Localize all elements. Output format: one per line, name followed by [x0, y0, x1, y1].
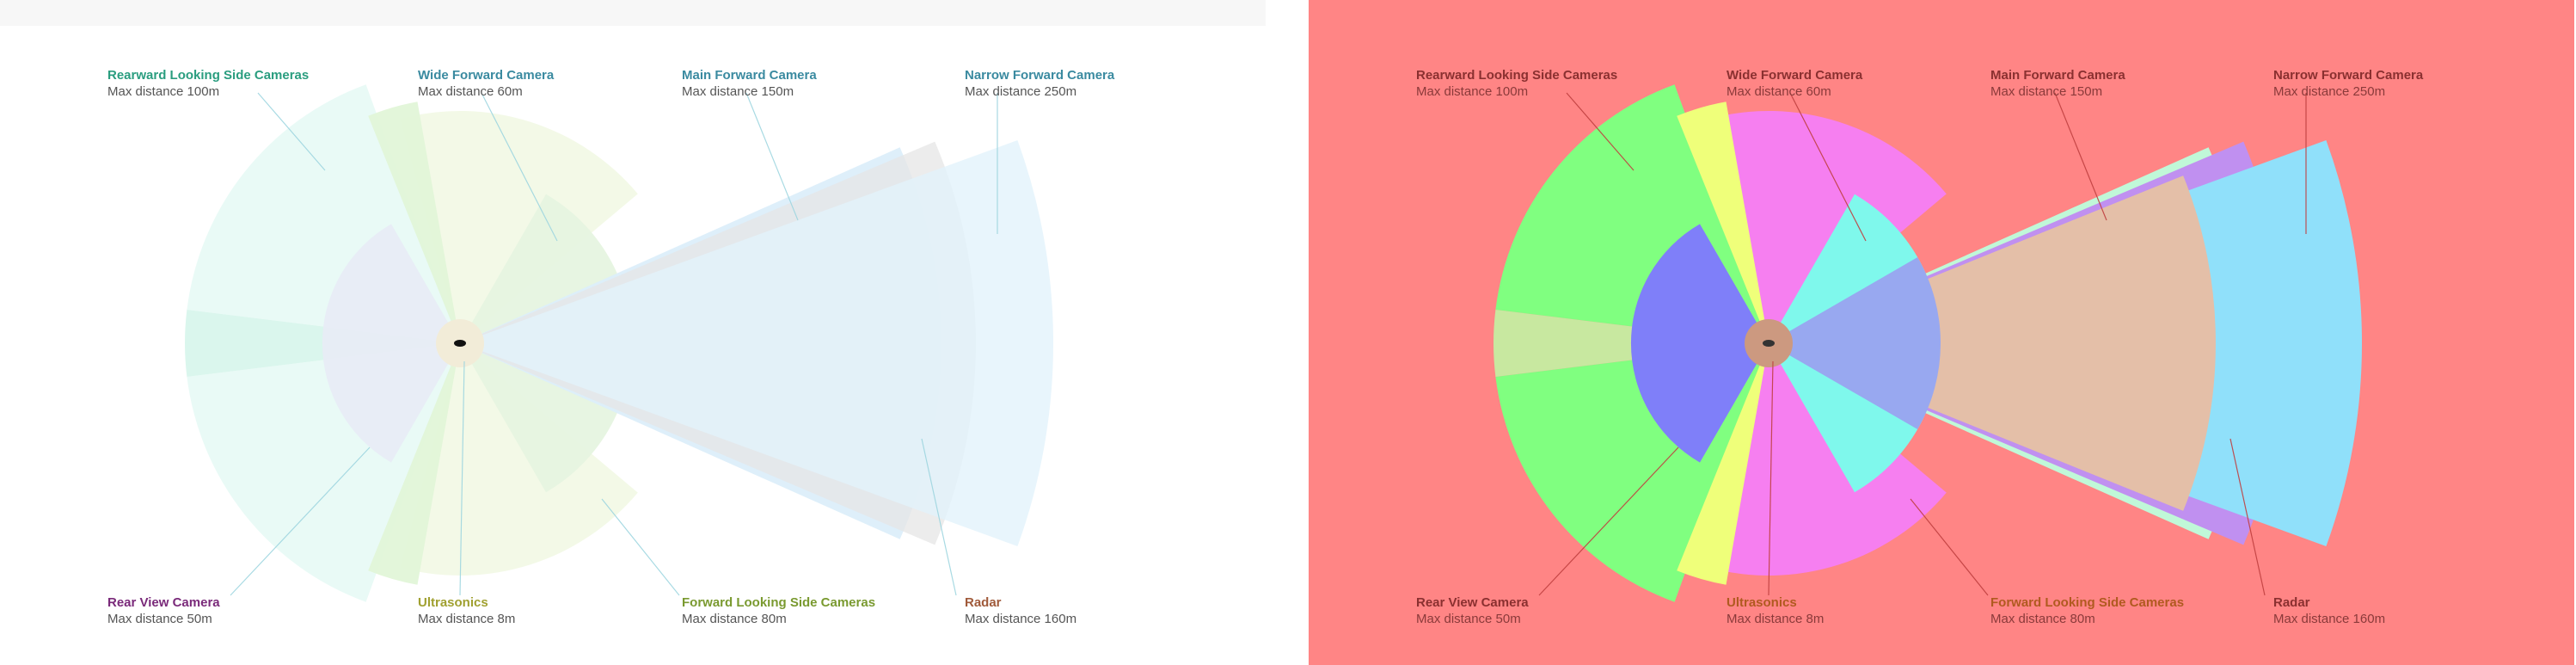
- leader-line: [481, 92, 558, 242]
- leader-line: [1768, 360, 1774, 596]
- label-subtitle: Max distance 80m: [682, 612, 787, 626]
- label-rear-view-camera: Rear View Camera Max distance 50m: [107, 594, 220, 628]
- leader-line: [1789, 92, 1867, 242]
- label-subtitle: Max distance 60m: [418, 84, 523, 99]
- label-subtitle: Max distance 100m: [107, 84, 220, 99]
- label-radar: Radar Max distance 160m: [2273, 594, 2385, 628]
- leader-line: [1566, 92, 1635, 171]
- fwd-side-camera-sector-bottom: [1708, 343, 1947, 576]
- label-title: Wide Forward Camera: [1727, 68, 1863, 83]
- label-ultrasonics: Ultrasonics Max distance 8m: [418, 594, 515, 628]
- label-title: Main Forward Camera: [682, 68, 817, 83]
- fwd-side-camera-sector-top: [400, 110, 638, 343]
- label-title: Wide Forward Camera: [418, 68, 555, 83]
- leader-line: [1538, 446, 1679, 596]
- label-subtitle: Max distance 250m: [965, 84, 1077, 99]
- leader-line: [230, 446, 371, 596]
- pillar-strip-bottom: [368, 343, 460, 585]
- label-title: Radar: [965, 595, 1002, 610]
- label-forward-side-cameras: Forward Looking Side Cameras Max distanc…: [682, 594, 875, 628]
- panel-original: Rearward Looking Side Cameras Max distan…: [0, 0, 1266, 665]
- label-subtitle: Max distance 160m: [965, 612, 1077, 626]
- label-subtitle: Max distance 50m: [1416, 612, 1521, 626]
- label-subtitle: Max distance 8m: [418, 612, 516, 626]
- label-subtitle: Max distance 80m: [1990, 612, 2095, 626]
- leader-line: [1910, 498, 1989, 596]
- label-title: Forward Looking Side Cameras: [682, 595, 876, 610]
- label-main-forward-camera: Main Forward Camera Max distance 150m: [682, 67, 817, 101]
- pillar-strip-bottom: [1677, 343, 1769, 585]
- pillar-strip-top: [1677, 102, 1769, 344]
- panel-divider: [1266, 0, 1309, 665]
- rear-view-camera-sector: [322, 224, 460, 463]
- leader-line: [921, 438, 957, 596]
- car-icon: [454, 340, 466, 347]
- label-title: Main Forward Camera: [1990, 68, 2125, 83]
- leader-line: [745, 92, 799, 221]
- pillar-strip-top: [368, 102, 460, 344]
- main-camera-overlap-sector: [1769, 175, 2216, 511]
- sensor-coverage-segmentation: [1493, 84, 2363, 602]
- label-subtitle: Max distance 150m: [682, 84, 794, 99]
- label-subtitle: Max distance 100m: [1416, 84, 1529, 99]
- label-wide-forward-camera: Wide Forward Camera Max distance 60m: [1727, 67, 1862, 101]
- label-subtitle: Max distance 160m: [2273, 612, 2386, 626]
- label-rear-view-camera: Rear View Camera Max distance 50m: [1416, 594, 1529, 628]
- fwd-side-camera-sector-top: [1708, 110, 1947, 343]
- leader-line: [2229, 438, 2266, 596]
- car-icon: [1763, 340, 1775, 347]
- rear-view-camera-sector: [1630, 224, 1769, 463]
- leader-line: [2054, 92, 2107, 221]
- fwd-side-camera-sector-bottom: [400, 343, 638, 576]
- label-title: Ultrasonics: [1727, 595, 1797, 610]
- label-subtitle: Max distance 60m: [1727, 84, 1831, 99]
- label-title: Narrow Forward Camera: [965, 68, 1115, 83]
- label-title: Rear View Camera: [107, 595, 220, 610]
- label-title: Radar: [2273, 595, 2310, 610]
- label-subtitle: Max distance 8m: [1727, 612, 1825, 626]
- label-title: Narrow Forward Camera: [2273, 68, 2424, 83]
- leader-line: [257, 92, 326, 171]
- label-title: Rearward Looking Side Cameras: [107, 68, 310, 83]
- label-ultrasonics: Ultrasonics Max distance 8m: [1727, 594, 1824, 628]
- label-narrow-forward-camera: Narrow Forward Camera Max distance 250m: [965, 67, 1114, 101]
- label-title: Rear View Camera: [1416, 595, 1529, 610]
- label-narrow-forward-camera: Narrow Forward Camera Max distance 250m: [2273, 67, 2423, 101]
- label-title: Rearward Looking Side Cameras: [1416, 68, 1618, 83]
- narrow-forward-camera-sector: [460, 140, 1054, 546]
- label-subtitle: Max distance 250m: [2273, 84, 2386, 99]
- label-title: Forward Looking Side Cameras: [1990, 595, 2185, 610]
- leader-line: [601, 498, 680, 596]
- label-radar: Radar Max distance 160m: [965, 594, 1076, 628]
- panel-segmentation: Rearward Looking Side Cameras Max distan…: [1309, 0, 2574, 665]
- label-forward-side-cameras: Forward Looking Side Cameras Max distanc…: [1990, 594, 2184, 628]
- sensor-coverage-diagram: [185, 84, 1054, 602]
- label-wide-forward-camera: Wide Forward Camera Max distance 60m: [418, 67, 554, 101]
- top-bar: [0, 0, 1266, 26]
- label-rearward-side-cameras: Rearward Looking Side Cameras Max distan…: [1416, 67, 1617, 101]
- label-title: Ultrasonics: [418, 595, 488, 610]
- label-rearward-side-cameras: Rearward Looking Side Cameras Max distan…: [107, 67, 309, 101]
- label-subtitle: Max distance 150m: [1990, 84, 2103, 99]
- label-main-forward-camera: Main Forward Camera Max distance 150m: [1990, 67, 2125, 101]
- leader-line: [459, 360, 465, 596]
- wide-main-overlap-sector: [1769, 257, 1941, 429]
- label-subtitle: Max distance 50m: [107, 612, 212, 626]
